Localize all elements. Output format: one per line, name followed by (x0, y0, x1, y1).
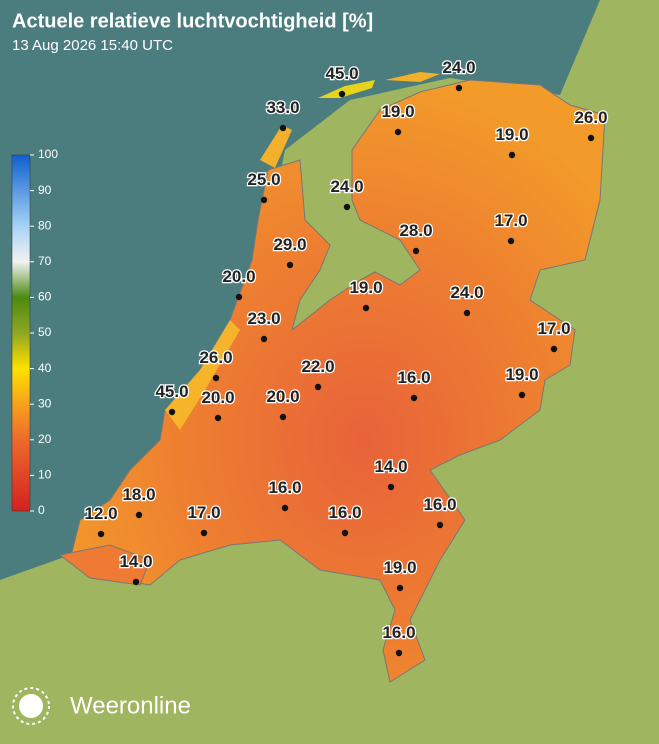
brand: Weeronline (70, 692, 191, 719)
island (260, 125, 292, 168)
station-value: 19.0 (349, 278, 382, 297)
station-dot (235, 293, 243, 301)
station-dot (341, 529, 349, 537)
station-dot (168, 408, 176, 416)
station-value: 20.0 (222, 267, 255, 286)
station-dot (338, 90, 346, 98)
station-value: 20.0 (266, 387, 299, 406)
station-value: 18.0 (122, 485, 155, 504)
station-value: 19.0 (505, 365, 538, 384)
subtitle: 13 Aug 2026 15:40 UTC (12, 37, 173, 54)
station-value: 17.0 (187, 503, 220, 522)
station-dot (132, 578, 140, 586)
station-value: 29.0 (273, 235, 306, 254)
scale-tick-label: 10 (38, 468, 52, 482)
station-value: 14.0 (119, 552, 152, 571)
scale-tick-label: 70 (38, 254, 52, 268)
station-dot (343, 203, 351, 211)
station-value: 16.0 (328, 503, 361, 522)
station-dot (387, 483, 395, 491)
station-dot (507, 237, 515, 245)
station-dot (362, 304, 370, 312)
station-dot (212, 374, 220, 382)
scale-tick-label: 40 (38, 361, 52, 375)
station-dot (436, 521, 444, 529)
island (318, 80, 375, 98)
station-dot (412, 247, 420, 255)
station-dot (518, 391, 526, 399)
station-dot (97, 530, 105, 538)
scale-tick-label: 20 (38, 432, 52, 446)
island (385, 72, 440, 82)
station-dot (463, 309, 471, 317)
station-value: 19.0 (383, 558, 416, 577)
station-value: 26.0 (574, 108, 607, 127)
station-value: 45.0 (155, 382, 188, 401)
station-dot (214, 414, 222, 422)
station-dot (200, 529, 208, 537)
scale-tick-label: 30 (38, 396, 52, 410)
logo-rays (12, 687, 50, 725)
station-dot (281, 504, 289, 512)
station-dot (260, 335, 268, 343)
station-value: 16.0 (382, 623, 415, 642)
station-value: 24.0 (450, 283, 483, 302)
logo: Weeronline (12, 687, 191, 725)
station-value: 33.0 (266, 98, 299, 117)
coast-zone (165, 320, 240, 430)
scale-tick-label: 90 (38, 183, 52, 197)
station-value: 45.0 (325, 64, 358, 83)
station-value: 17.0 (537, 319, 570, 338)
station-value: 16.0 (397, 368, 430, 387)
station-value: 19.0 (381, 102, 414, 121)
station-value: 24.0 (330, 177, 363, 196)
station-value: 12.0 (84, 504, 117, 523)
logo-icon (19, 694, 43, 718)
scale-tick-label: 50 (38, 325, 52, 339)
station-value: 24.0 (442, 58, 475, 77)
title: Actuele relatieve luchtvochtigheid [%] (12, 10, 373, 32)
scale-tick-label: 0 (38, 503, 45, 517)
scale-tick-label: 100 (38, 147, 58, 161)
station-value: 22.0 (301, 357, 334, 376)
station-value: 17.0 (494, 211, 527, 230)
station-dot (550, 345, 558, 353)
island (58, 544, 151, 586)
station-dot (279, 124, 287, 132)
station-dot (396, 584, 404, 592)
station-value: 19.0 (495, 125, 528, 144)
station-value: 25.0 (247, 170, 280, 189)
scale-tick-label: 60 (38, 290, 52, 304)
station-value: 16.0 (423, 495, 456, 514)
station-dot (410, 394, 418, 402)
station-dot (587, 134, 595, 142)
station-dot (394, 128, 402, 136)
station-dot (508, 151, 516, 159)
scale-tick-label: 80 (38, 218, 52, 232)
station-dot (286, 261, 294, 269)
station-dot (314, 383, 322, 391)
station-value: 16.0 (268, 478, 301, 497)
station-value: 20.0 (201, 388, 234, 407)
station-value: 26.0 (199, 348, 232, 367)
station-value: 14.0 (374, 457, 407, 476)
station-value: 23.0 (247, 309, 280, 328)
station-dot (135, 511, 143, 519)
color-scale (11, 154, 31, 512)
station-dot (260, 196, 268, 204)
station-dot (279, 413, 287, 421)
station-dot (455, 84, 463, 92)
station-dot (395, 649, 403, 657)
station-value: 28.0 (399, 221, 432, 240)
